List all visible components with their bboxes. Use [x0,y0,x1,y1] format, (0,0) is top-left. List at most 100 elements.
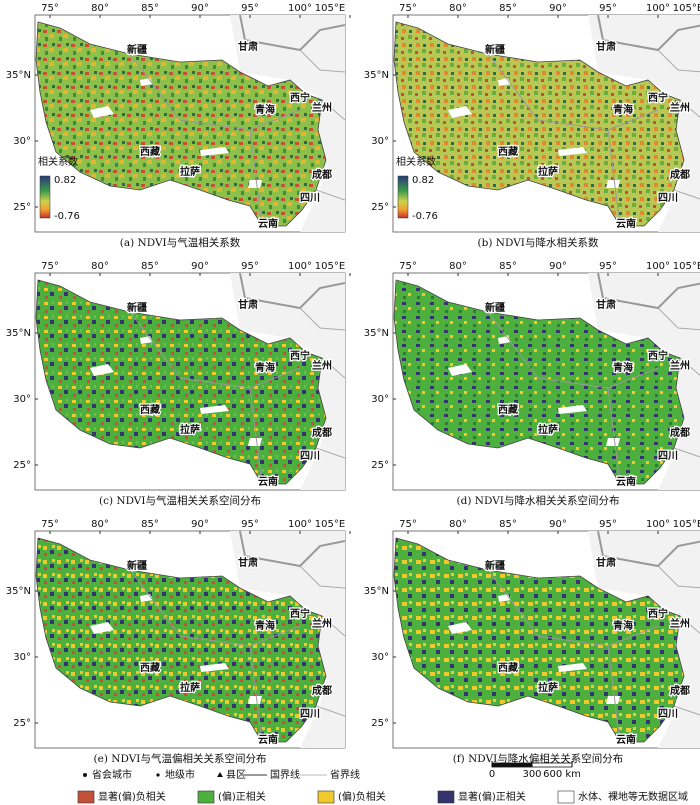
lat-tick-label: 30° [371,136,389,147]
place-label: 西宁 [290,349,310,362]
map-body [35,531,345,748]
plateau-raster [393,279,685,485]
point-symbol [217,772,223,777]
plateau-raster [35,279,327,485]
neighbor-land [230,531,345,748]
place-label: 云南 [258,475,278,488]
place-label: 西藏 [140,403,160,416]
lon-tick-label: 105°E [673,261,700,272]
place-label: 新疆 [127,301,147,314]
map-body [393,273,700,490]
place-label: 新疆 [127,559,147,572]
place-label: 西藏 [498,661,518,674]
lat-tick-label: 25° [371,460,389,471]
lon-tick-label: 100° [288,261,312,272]
lon-tick-label: 95° [241,519,259,530]
plateau-raster [393,21,685,227]
province-border [657,49,700,200]
map-panel: 75° 80° 85° 90° 95° 100°105°E 35°N 30° 25° 新疆 甘肃青海… [364,3,700,249]
lon-tick-label: 100° [288,3,312,14]
place-label: 拉萨 [180,681,200,694]
map-panel: 75° 80° 85° 90° 95° 100°105°E 35°N 30° 25° 新疆 甘肃青海… [364,261,700,507]
class-label: (偏)正相关 [218,790,266,803]
lat-tick-label: 35°N [364,70,389,81]
map-panel: 75° 80° 85° 90° 95° 100°105°E 35°N 30° 25° 新疆 甘肃青海… [364,519,700,765]
scale-bar [492,763,532,767]
lon-tick-label: 105°E [673,519,700,530]
lat-tick-label: 35°N [364,328,389,339]
map-body [393,15,700,232]
neighbor-land [230,273,345,490]
map-panel: 75° 80° 85° 90° 95° 100°105°E 35°N 30° 25° 新疆 甘肃青海… [6,519,351,765]
place-label: 甘肃 [238,40,258,53]
place-label: 云南 [616,475,636,488]
place-label: 四川 [658,450,678,462]
place-label: 西宁 [648,349,668,362]
place-label: 兰州 [312,101,332,114]
lon-tick-label: 105°E [315,519,345,530]
legend-line-label: 国界线 [270,768,300,781]
place-label: 四川 [300,450,320,462]
class-label: 水体、裸地等无数据区域 [578,790,688,803]
province-border [129,569,301,743]
map-panel: 75° 80° 85° 90° 95° 100°105°E 35°N 30° 25° 新疆 甘肃青海… [6,261,351,507]
place-label: 甘肃 [596,40,616,53]
panel-caption: (e) NDVI与气温偏相关关系空间分布 [94,752,267,765]
lon-tick-label: 75° [399,261,417,272]
lat-tick-label: 30° [371,394,389,405]
lon-tick-label: 85° [141,3,159,14]
place-label: 四川 [300,708,320,720]
scale-label: 0 [489,769,495,780]
lat-tick-label: 25° [13,718,31,729]
place-label: 西藏 [498,403,518,416]
place-label: 四川 [658,192,678,204]
place-label: 四川 [658,708,678,720]
class-swatch [557,790,575,804]
place-label: 拉萨 [538,165,558,178]
lon-tick-label: 80° [91,3,109,14]
lon-tick-label: 75° [399,519,417,530]
place-label: 青海 [613,619,633,632]
lon-tick-label: 105°E [315,261,345,272]
place-label: 四川 [300,192,320,204]
colorbar [39,175,51,219]
lat-tick-label: 25° [371,202,389,213]
map-body [393,531,700,748]
place-label: 西宁 [648,607,668,620]
place-label: 西藏 [140,145,160,158]
province-border [299,307,345,459]
lon-tick-label: 100° [646,261,670,272]
plateau-raster [35,21,327,227]
place-label: 青海 [255,619,275,632]
lon-tick-label: 80° [449,261,467,272]
colorbar-title: 相关系数 [396,155,436,168]
class-label: 显著(偏)正相关 [458,790,526,803]
neighbor-land [588,15,700,232]
place-label: 新疆 [127,43,147,56]
lat-tick-label: 35°N [6,70,31,81]
place-label: 云南 [258,217,278,230]
lon-tick-label: 75° [41,261,59,272]
place-label: 兰州 [312,617,332,630]
legend-line-label: 省界线 [330,768,360,781]
map-body [35,273,345,490]
legend-point-label: 县区 [226,769,246,781]
lon-tick-label: 85° [141,261,159,272]
lat-tick-label: 35°N [6,328,31,339]
place-label: 西宁 [648,91,668,104]
place-label: 成都 [312,168,332,181]
place-label: 成都 [670,426,690,439]
province-border [299,565,345,717]
place-label: 青海 [255,103,275,116]
lon-tick-label: 85° [141,519,159,530]
legend-point-label: 省会城市 [92,768,132,781]
place-label: 拉萨 [180,423,200,436]
place-label: 西藏 [140,661,160,674]
place-label: 甘肃 [238,298,258,311]
place-label: 西宁 [290,607,310,620]
scale-label: 600 km [543,769,581,780]
lon-tick-label: 80° [449,3,467,14]
lon-tick-label: 90° [549,3,567,14]
place-label: 兰州 [670,617,690,630]
